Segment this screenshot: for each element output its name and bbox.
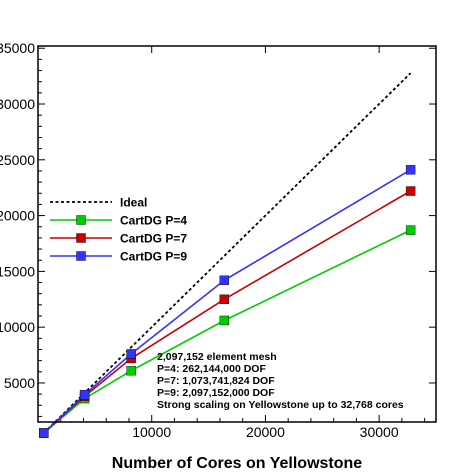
legend-label-ideal: Ideal	[120, 196, 147, 210]
y-tick-label: 35000	[0, 40, 35, 56]
x-tick-label: 30000	[360, 424, 399, 440]
legend-label-cartdg-p-9: CartDG P=9	[120, 250, 187, 264]
x-tick-label: 20000	[246, 424, 285, 440]
annotation-line: P=7: 1,073,741,824 DOF	[157, 375, 275, 387]
data-point-cartdg-p-9	[405, 165, 416, 175]
legend: Ideal CartDG P=4 CartDG P=7 CartDG P=9	[50, 196, 187, 264]
y-tick-label: 15000	[0, 263, 35, 279]
legend-label-cartdg-p-7: CartDG P=7	[120, 232, 187, 246]
annotation-line: P=9: 2,097,152,000 DOF	[157, 387, 275, 399]
annotation-line: P=4: 262,144,000 DOF	[157, 363, 266, 375]
data-point-cartdg-p-9	[79, 389, 90, 400]
y-tick-label: 10000	[0, 319, 35, 335]
y-tick-label: 30000	[0, 96, 35, 112]
data-point-cartdg-p-7	[405, 186, 416, 196]
data-point-cartdg-p-4	[405, 225, 416, 235]
data-point-cartdg-p-7	[219, 294, 230, 304]
x-axis-title: Number of Cores on Yellowstone	[112, 455, 363, 472]
annotation-line: 2,097,152 element mesh	[157, 351, 277, 363]
x-tick-label: 10000	[132, 424, 171, 440]
y-tick-label: 5000	[4, 375, 35, 391]
data-point-cartdg-p-9	[126, 349, 136, 359]
legend-label-cartdg-p-4: CartDG P=4	[120, 214, 187, 228]
data-point-cartdg-p-9	[219, 275, 230, 286]
y-tick-label: 25000	[0, 152, 35, 168]
annotation-line: Strong scaling on Yellowstone up to 32,7…	[157, 399, 404, 411]
legend-marker-cartdg-p-7	[76, 233, 86, 243]
axis-labels: 10000 20000 30000 5000 10000 15000 20000 25000 3…	[0, 40, 399, 440]
legend-marker-cartdg-p-9	[76, 251, 86, 261]
data-point-cartdg-p-9	[39, 428, 49, 438]
data-point-cartdg-p-4	[219, 315, 230, 326]
legend-marker-cartdg-p-4	[76, 215, 86, 225]
data-point-cartdg-p-4	[126, 365, 136, 376]
chart-markers	[39, 165, 416, 438]
plot-area-frame	[37, 45, 437, 423]
y-tick-label: 20000	[0, 208, 35, 224]
